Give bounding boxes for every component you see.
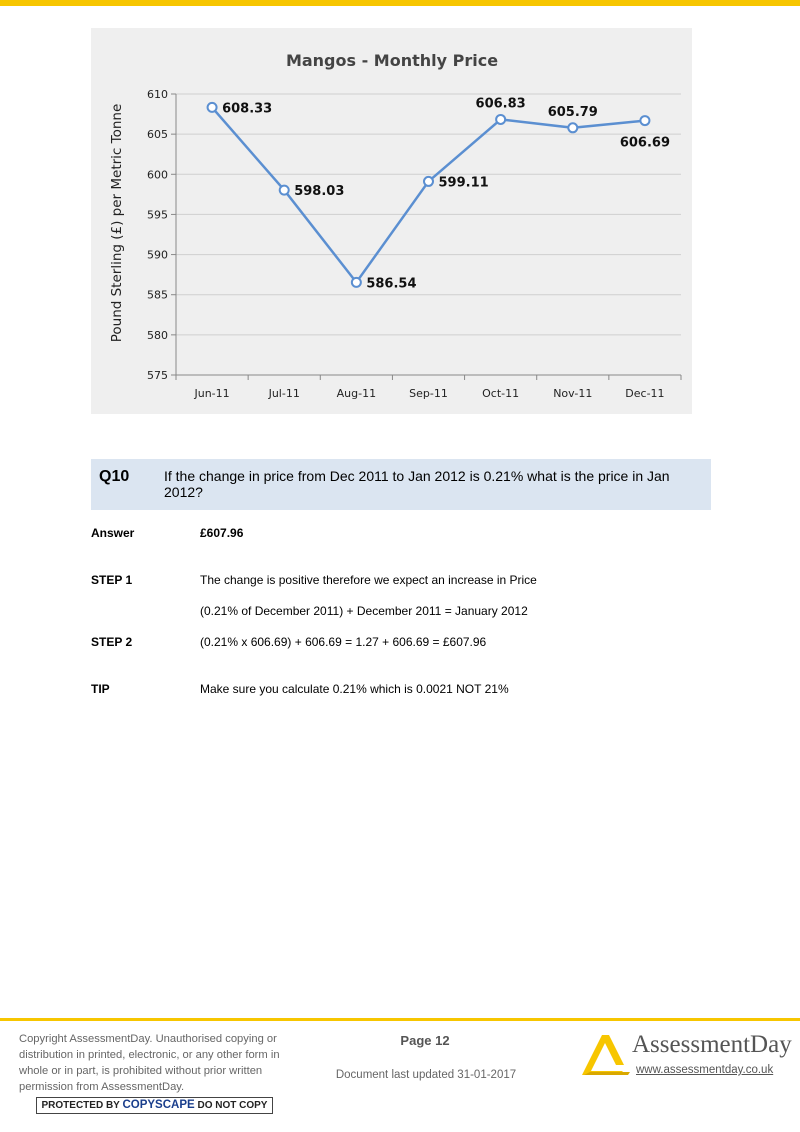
copyscape-post: DO NOT COPY xyxy=(197,1100,268,1111)
copyscape-pre: PROTECTED BY xyxy=(41,1100,120,1111)
question-number: Q10 xyxy=(99,468,130,485)
x-tick-label: Jun-11 xyxy=(193,387,229,400)
data-label: 605.79 xyxy=(548,105,598,120)
footer-accent-bar xyxy=(0,1018,800,1021)
data-label: 606.83 xyxy=(476,96,526,111)
answer-value: £607.96 xyxy=(200,526,244,540)
data-label: 598.03 xyxy=(294,184,344,199)
y-tick-label: 580 xyxy=(147,329,168,342)
y-tick-label: 575 xyxy=(147,369,168,382)
data-point xyxy=(423,175,434,187)
y-tick-label: 600 xyxy=(147,168,168,181)
tip-label: TIP xyxy=(91,682,110,696)
data-label: 606.69 xyxy=(620,136,670,151)
step1-line1: The change is positive therefore we expe… xyxy=(200,573,537,587)
question-box: Q10 If the change in price from Dec 2011… xyxy=(91,459,711,510)
y-tick-label: 595 xyxy=(147,208,168,221)
copyright-notice: Copyright AssessmentDay. Unauthorised co… xyxy=(19,1033,280,1093)
step2-label: STEP 2 xyxy=(91,635,133,649)
data-point xyxy=(206,101,218,113)
data-point xyxy=(495,113,507,125)
assessmentday-logo-icon xyxy=(582,1035,630,1075)
data-point xyxy=(639,115,651,127)
copyscape-brand: COPYSCAPE xyxy=(122,1099,195,1111)
x-tick-label: Sep-11 xyxy=(409,387,448,400)
copyscape-badge[interactable]: PROTECTED BY COPYSCAPE DO NOT COPY xyxy=(36,1097,273,1114)
chart-title: Mangos - Monthly Price xyxy=(286,51,498,70)
brand-name: AssessmentDay xyxy=(632,1031,792,1058)
data-label: 586.54 xyxy=(366,276,416,291)
data-point xyxy=(567,122,579,134)
y-tick-label: 610 xyxy=(147,88,168,101)
line-chart-svg: Mangos - Monthly Price Pound Sterling (£… xyxy=(109,51,682,400)
step2-text: (0.21% x 606.69) + 606.69 = 1.27 + 606.6… xyxy=(200,635,487,649)
question-text: If the change in price from Dec 2011 to … xyxy=(164,468,670,500)
page-number: Page 12 xyxy=(400,1033,450,1048)
step1-line2: (0.21% of December 2011) + December 2011… xyxy=(200,604,528,618)
answer-label: Answer xyxy=(91,526,135,540)
data-point xyxy=(350,276,362,288)
x-tick-label: Nov-11 xyxy=(553,387,592,400)
y-tick-label: 585 xyxy=(147,289,168,302)
x-tick-label: Dec-11 xyxy=(625,387,664,400)
price-chart: Mangos - Monthly Price Pound Sterling (£… xyxy=(91,28,692,414)
y-tick-label: 590 xyxy=(147,249,168,262)
x-tick-label: Jul-11 xyxy=(268,387,300,400)
data-label: 599.11 xyxy=(439,175,489,190)
y-tick-label: 605 xyxy=(147,128,168,141)
x-tick-label: Oct-11 xyxy=(482,387,519,400)
document-updated: Document last updated 31-01-2017 xyxy=(335,1069,517,1081)
step1-label: STEP 1 xyxy=(91,573,133,587)
x-tick-label: Aug-11 xyxy=(337,387,376,400)
tip-text: Make sure you calculate 0.21% which is 0… xyxy=(200,682,509,696)
website-link[interactable]: www.assessmentday.co.uk xyxy=(636,1064,774,1076)
y-axis-label: Pound Sterling (£) per Metric Tonne xyxy=(109,104,125,343)
data-point xyxy=(278,184,290,196)
top-accent-bar xyxy=(0,0,800,6)
data-label: 608.33 xyxy=(222,101,272,116)
